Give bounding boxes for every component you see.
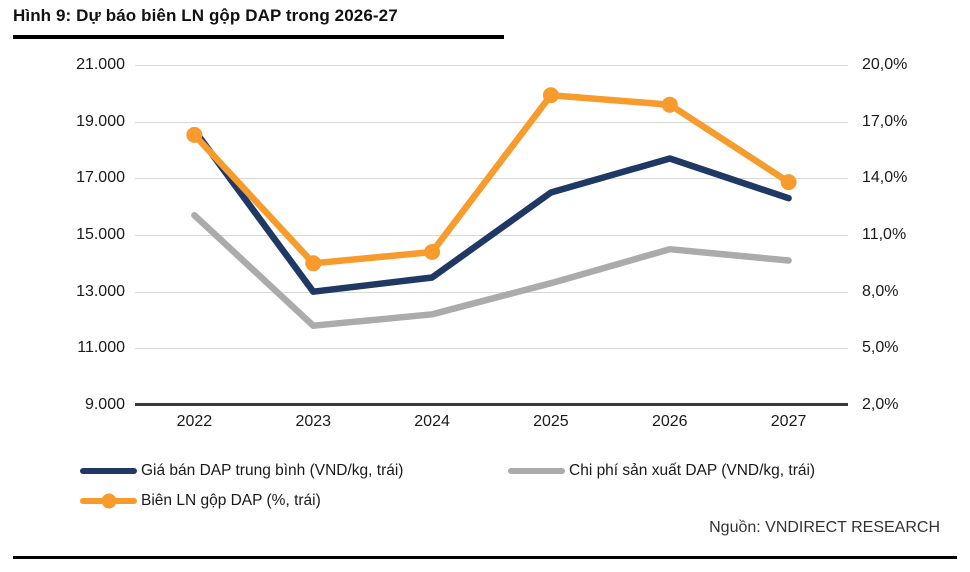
left-axis-tick-label: 17.000	[76, 169, 125, 186]
legend-label-margin: Biên LN gộp DAP (%, trái)	[141, 492, 321, 509]
left-axis-tick-label: 11.000	[77, 339, 125, 356]
series-line-0	[191, 126, 792, 295]
margin-marker-icon	[101, 493, 116, 509]
source-note: Nguồn: VNDIRECT RESEARCH	[709, 519, 940, 536]
gridline	[135, 122, 848, 123]
legend-item-price: Giá bán DAP trung bình (VND/kg, trái)	[80, 460, 403, 482]
series-lines	[186, 87, 797, 329]
left-axis-tick-label: 19.000	[76, 113, 125, 130]
gridline	[135, 292, 848, 293]
x-axis-tick-label: 2025	[533, 413, 569, 430]
margin-line-swatch	[80, 493, 137, 509]
right-axis-tick-label: 20,0%	[862, 56, 908, 73]
gridline	[135, 348, 848, 349]
legend-label-price: Giá bán DAP trung bình (VND/kg, trái)	[141, 462, 404, 479]
data-point-marker	[305, 255, 322, 272]
legend-label-cost: Chi phí sản xuất DAP (VND/kg, trái)	[569, 462, 816, 479]
data-point-marker	[661, 96, 678, 113]
data-point-marker	[780, 174, 797, 191]
chart-title: Hình 9: Dự báo biên LN gộp DAP trong 202…	[13, 6, 398, 25]
bottom-rule	[13, 556, 957, 559]
right-axis-tick-label: 14,0%	[862, 169, 908, 186]
right-axis-tick-label: 17,0%	[862, 113, 908, 130]
legend-item-margin: Biên LN gộp DAP (%, trái)	[80, 490, 321, 512]
right-axis-tick-label: 8,0%	[862, 283, 899, 300]
title-rule	[13, 35, 504, 39]
series-line-1	[191, 211, 792, 329]
data-point-marker	[542, 87, 559, 104]
price-line-swatch	[80, 468, 137, 474]
cost-line-swatch	[508, 468, 565, 474]
x-axis-tick-label: 2022	[176, 413, 213, 430]
x-axis-line	[135, 403, 848, 406]
gridline	[135, 65, 848, 66]
plot-area	[135, 65, 848, 406]
left-axis-tick-label: 9.000	[84, 396, 125, 413]
left-axis-tick-label: 15.000	[76, 226, 125, 243]
x-axis-tick-label: 2024	[414, 413, 450, 430]
right-axis-tick-label: 11,0%	[862, 226, 907, 243]
left-axis-tick-label: 13.000	[76, 283, 125, 300]
series-line-2	[191, 91, 792, 267]
x-axis-tick-label: 2026	[651, 413, 688, 430]
right-axis-tick-label: 5,0%	[862, 339, 899, 356]
data-point-marker	[186, 126, 203, 143]
left-axis-tick-label: 21.000	[76, 56, 125, 73]
right-axis-tick-label: 2,0%	[862, 396, 899, 413]
data-point-marker	[424, 244, 441, 260]
x-axis-tick-label: 2023	[295, 413, 332, 430]
legend-item-cost: Chi phí sản xuất DAP (VND/kg, trái)	[508, 460, 815, 482]
x-axis-tick-label: 2027	[770, 413, 807, 430]
